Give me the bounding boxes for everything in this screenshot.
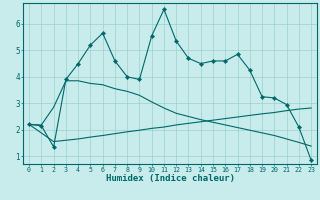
X-axis label: Humidex (Indice chaleur): Humidex (Indice chaleur): [106, 174, 235, 183]
